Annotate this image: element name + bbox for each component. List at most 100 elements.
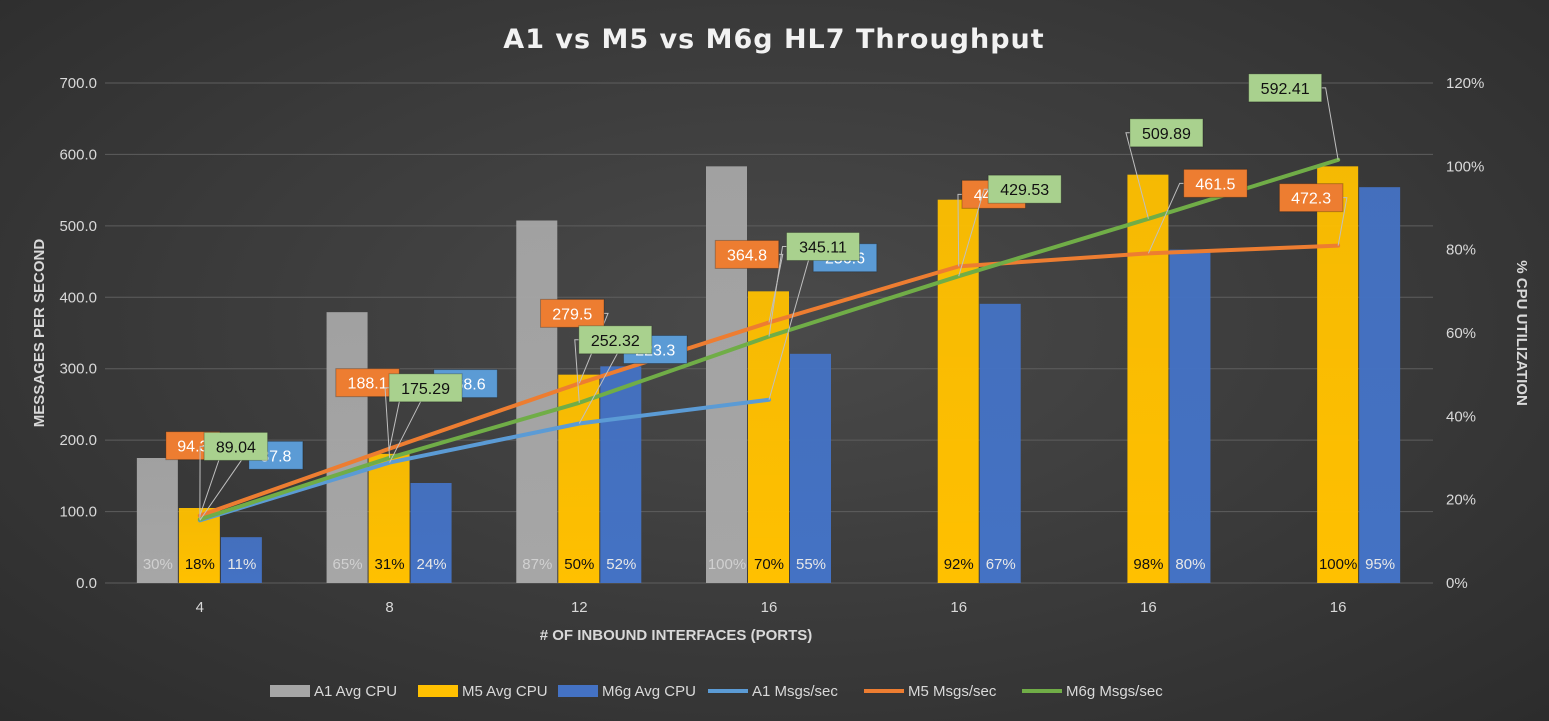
bar-data-label: 65%: [333, 556, 363, 573]
bar-data-label: 87%: [522, 556, 552, 573]
leader-line: [768, 245, 787, 337]
legend-label: A1 Msgs/sec: [752, 683, 838, 700]
legend-label: M5 Avg CPU: [462, 683, 548, 700]
leader-line: [1147, 182, 1184, 254]
y-tick-label: 500.0: [59, 218, 97, 235]
legend-item: A1 Msgs/sec: [708, 683, 838, 700]
bar-data-label: 30%: [143, 556, 173, 573]
x-axis-title: # OF INBOUND INTERFACES (PORTS): [540, 627, 813, 644]
data-label-box: [1248, 73, 1323, 103]
bar-data-label: 55%: [796, 556, 826, 573]
x-tick-label: 8: [385, 599, 393, 616]
y-tick-label: 200.0: [59, 432, 97, 449]
leader-line: [1337, 197, 1348, 246]
y2-tick-label: 40%: [1446, 408, 1476, 425]
bar-m5-avg-cpu: [1317, 166, 1359, 584]
y-axis-title: MESSAGES PER SECOND: [31, 239, 48, 428]
data-label: 89.04: [216, 439, 256, 456]
data-label: 461.5: [1195, 176, 1235, 193]
y2-tick-label: 80%: [1446, 242, 1476, 259]
y2-tick-label: 0%: [1446, 575, 1468, 592]
legend-label: M6g Msgs/sec: [1066, 683, 1163, 700]
x-tick-label: 12: [571, 599, 588, 616]
bar-m6g-avg-cpu: [1359, 187, 1401, 583]
leader-line: [957, 193, 962, 267]
bar-a1-avg-cpu: [706, 166, 747, 584]
bar-m5-avg-cpu: [558, 374, 600, 583]
y-tick-label: 700.0: [59, 75, 97, 92]
legend-swatch: [418, 685, 458, 697]
data-label-box: [1278, 183, 1344, 213]
data-label-box: [1183, 168, 1248, 198]
y2-tick-label: 100%: [1446, 158, 1484, 175]
bar-data-label: 95%: [1365, 556, 1395, 573]
legend-swatch: [558, 685, 598, 697]
y-tick-label: 0.0: [76, 575, 97, 592]
bar-data-label: 11%: [227, 556, 256, 573]
bar-m6g-avg-cpu: [410, 483, 452, 583]
data-label-box: [540, 298, 605, 328]
bar-data-label: 100%: [1319, 556, 1357, 573]
bar-m6g-avg-cpu: [979, 303, 1021, 583]
data-label: 252.32: [591, 333, 640, 350]
bars: 30% 18% 11% 65% 31% 24% 87% 50% 52% 100% 70% 55% 92%…: [136, 166, 1401, 584]
leader-line: [1125, 132, 1149, 219]
leader-line: [384, 387, 391, 458]
bar-data-label: 92%: [944, 556, 974, 573]
legend: A1 Avg CPU M5 Avg CPU M6g Avg CPU A1 Msgs/s…: [270, 683, 1163, 700]
data-label: 472.3: [1291, 191, 1331, 208]
data-label-box: [786, 231, 860, 261]
bar-data-label: 70%: [754, 556, 784, 573]
bar-data-label: 18%: [185, 556, 215, 573]
data-label: 279.5: [552, 306, 592, 323]
leader-line: [578, 312, 609, 384]
legend-item: M5 Msgs/sec: [864, 683, 997, 700]
data-label-box: [335, 368, 400, 398]
data-label-box: [388, 373, 463, 403]
legend-item: M6g Avg CPU: [558, 683, 696, 700]
y-tick-label: 600.0: [59, 146, 97, 163]
x-tick-label: 16: [761, 599, 778, 616]
x-tick-label: 16: [950, 599, 967, 616]
legend-label: M6g Avg CPU: [602, 683, 696, 700]
x-tick-label: 4: [196, 599, 204, 616]
y2-tick-label: 120%: [1446, 75, 1484, 92]
bar-data-label: 52%: [606, 556, 636, 573]
legend-item: M5 Avg CPU: [418, 683, 548, 700]
data-labels: 87.8168.6223.3256.694.3188.1279.5364.844…: [165, 73, 1348, 521]
chart-title: A1 vs M5 vs M6g HL7 Throughput: [503, 24, 1044, 55]
bar-data-label: 80%: [1175, 556, 1205, 573]
data-label: 94.3: [177, 439, 208, 456]
bar-m6g-avg-cpu: [220, 537, 262, 583]
y2-tick-label: 60%: [1446, 325, 1476, 342]
bar-m6g-avg-cpu: [1169, 249, 1211, 583]
bar-a1-avg-cpu: [326, 312, 368, 583]
data-label-box: [578, 325, 653, 355]
bar-data-label: 67%: [986, 556, 1016, 573]
data-label-box: [987, 174, 1062, 204]
axis-ticks: 0.0 100.0 200.0 300.0 400.0 500.0 600.0 700.0 0%…: [59, 75, 1484, 616]
data-label: 592.41: [1261, 81, 1310, 98]
data-label: 345.11: [799, 239, 847, 256]
leader-line: [768, 253, 784, 323]
data-label: 429.53: [1000, 182, 1049, 199]
data-label: 87.8: [260, 448, 291, 465]
leader-line: [574, 339, 580, 403]
bar-a1-avg-cpu: [136, 458, 178, 583]
bar-data-label: 50%: [564, 556, 594, 573]
bar-m6g-avg-cpu: [600, 366, 642, 583]
y-tick-label: 400.0: [59, 289, 97, 306]
data-label-box: [714, 239, 780, 269]
leader-line: [1321, 87, 1339, 160]
bar-m5-avg-cpu: [1127, 174, 1169, 583]
bar-data-label: 100%: [708, 556, 746, 573]
legend-label: M5 Msgs/sec: [908, 683, 997, 700]
data-label: 175.29: [401, 381, 450, 398]
legend-item: A1 Avg CPU: [270, 683, 397, 700]
legend-item: M6g Msgs/sec: [1022, 683, 1163, 700]
leader-line: [199, 445, 205, 520]
x-tick-label: 16: [1140, 599, 1157, 616]
x-tick-label: 16: [1330, 599, 1347, 616]
